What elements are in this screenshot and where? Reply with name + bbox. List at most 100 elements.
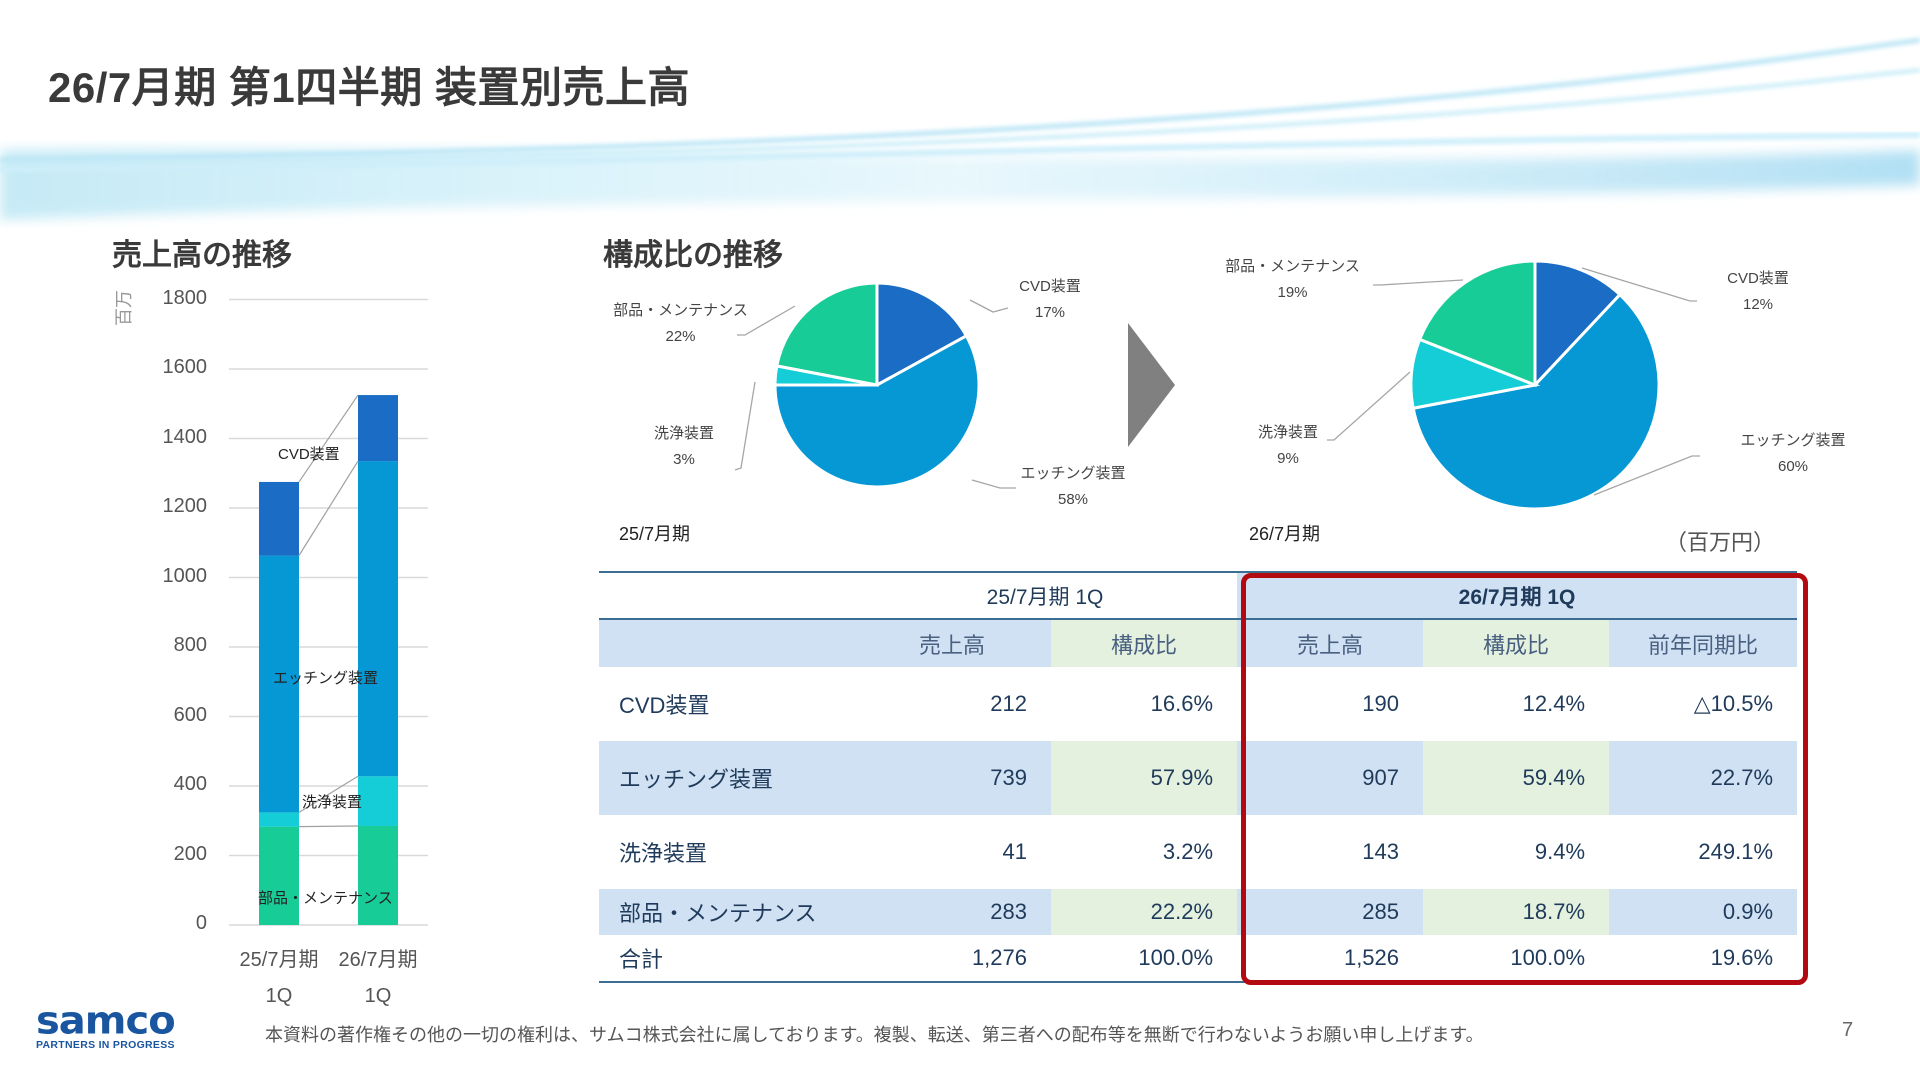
pie-slice — [1417, 259, 1537, 388]
y-axis-tick-label: 1600 — [162, 356, 208, 378]
cell-prev-ratio: 57.9% — [1051, 741, 1238, 815]
y-axis-tick-label: 1000 — [162, 564, 208, 587]
empty-header-cell — [599, 571, 853, 620]
y-axis-tick-label: 0 — [195, 912, 207, 934]
y-axis-tick-label: 200 — [173, 842, 207, 865]
copyright-notice: 本資料の著作権その他の一切の権利は、サムコ株式会社に属しております。複製、転送、… — [265, 1025, 1484, 1045]
samco-logo: samco PARTNERS IN PROGRESS — [36, 999, 206, 1051]
pie2-period-label: 26/7月期 — [1249, 524, 1321, 544]
background-wave-graphic — [0, 37, 1920, 220]
pie2-label-parts: 部品・メンテナンス 19% — [1225, 258, 1360, 301]
pie-slice — [1533, 259, 1623, 389]
cell-yoy: 0.9% — [1609, 889, 1798, 935]
cell-prev-sales: 739 — [853, 741, 1051, 815]
series-inline-label: CVD装置 — [278, 446, 340, 463]
pie1-period-label: 25/7月期 — [619, 524, 691, 544]
cell-curr-ratio: 12.4% — [1522, 691, 1586, 716]
row-label: エッチング装置 — [599, 741, 853, 815]
pie1-label-cleaning: 洗浄装置 3% — [653, 425, 714, 468]
row-label: 部品・メンテナンス — [599, 889, 853, 935]
empty-column-header — [599, 619, 853, 667]
bar-segment — [358, 825, 398, 925]
y-axis-tick-label: 600 — [173, 703, 207, 726]
row-label: CVD装置 — [619, 693, 710, 718]
table-row-cleaning: 洗浄装置 41 3.2% 143 9.4% 249.1% — [599, 815, 1797, 889]
pie-chart-section-title: 構成比の推移 — [603, 239, 783, 272]
bar-segment — [259, 555, 299, 813]
bar-segment — [259, 481, 299, 556]
col-header-yoy: 前年同期比 — [1609, 619, 1798, 667]
col-header-prev-sales: 売上高 — [853, 619, 1051, 667]
pie2-label-cleaning: 洗浄装置 9% — [1257, 424, 1318, 467]
pie-leader-line — [971, 479, 1016, 489]
pie-slice — [775, 281, 879, 387]
cell-curr-ratio: 18.7% — [1423, 889, 1610, 935]
cell-yoy: 19.6% — [1609, 935, 1798, 983]
cell-curr-sales: 285 — [1237, 889, 1424, 935]
pie-leader-line — [734, 381, 756, 471]
column-header-row: 売上高 構成比 売上高 構成比 前年同期比 — [599, 619, 1798, 667]
table-row-cvd: CVD装置 212 16.6% 190 12.4% △10.5% — [599, 667, 1797, 741]
pie-slice — [773, 333, 981, 489]
row-label: 洗浄装置 — [619, 841, 708, 866]
cell-curr-ratio: 100.0% — [1423, 935, 1610, 983]
pie-slice — [1411, 292, 1661, 511]
series-connector-line — [298, 825, 359, 828]
y-axis-tick-label: 800 — [173, 634, 207, 656]
pie-slice — [875, 281, 969, 388]
cell-curr-ratio: 9.4% — [1534, 839, 1586, 864]
period-header-current: 26/7月期 1Q — [1237, 571, 1798, 620]
series-inline-label: エッチング装置 — [273, 670, 379, 687]
series-inline-label: 洗浄装置 — [302, 794, 363, 811]
series-connector-line — [298, 460, 359, 556]
cell-prev-ratio: 16.6% — [1150, 691, 1214, 716]
cell-curr-sales: 190 — [1362, 691, 1400, 716]
page-number: 7 — [1842, 1019, 1854, 1041]
cell-curr-ratio: 59.4% — [1423, 741, 1610, 815]
cell-prev-sales: 41 — [1002, 839, 1027, 864]
bar-chart-title: 売上高の推移 — [112, 239, 292, 272]
pie2-label-cvd: CVD装置 12% — [1727, 270, 1789, 313]
bar-segment — [358, 395, 398, 462]
cell-prev-ratio: 3.2% — [1162, 839, 1214, 864]
y-axis-tick-label: 1200 — [162, 495, 208, 517]
logo-tagline: PARTNERS IN PROGRESS — [36, 1039, 175, 1051]
cell-yoy: 249.1% — [1698, 839, 1774, 864]
logo-wordmark: samco — [36, 999, 176, 1043]
col-header-prev-ratio: 構成比 — [1051, 619, 1238, 667]
bar-chart-plot — [229, 298, 428, 926]
cell-curr-sales: 1,526 — [1237, 935, 1424, 983]
col-header-curr-sales: 売上高 — [1237, 619, 1424, 667]
bar-segment — [358, 461, 398, 777]
table-unit-label: （百万円） — [1665, 530, 1776, 555]
pie-leader-line — [737, 305, 796, 336]
sales-by-equipment-table: 25/7月期 1Q 26/7月期 1Q 売上高 構成比 売上高 構成比 前年同期… — [599, 571, 1798, 983]
pie2-label-etching: エッチング装置 60% — [1740, 432, 1846, 475]
y-axis-tick-label: 1400 — [162, 425, 208, 448]
period-header-row: 25/7月期 1Q 26/7月期 1Q — [599, 571, 1798, 620]
cell-curr-sales: 143 — [1362, 839, 1400, 864]
table-row-parts: 部品・メンテナンス 283 22.2% 285 18.7% 0.9% — [599, 889, 1798, 935]
y-axis-tick-label: 1800 — [162, 286, 208, 309]
table-row-total: 合計 1,276 100.0% 1,526 100.0% 19.6% — [599, 935, 1798, 983]
period-header-prev: 25/7月期 1Q — [853, 571, 1238, 620]
pie1-label-parts: 部品・メンテナンス 22% — [613, 302, 748, 345]
stacked-bar-chart: 0 200 400 600 800 1000 1200 1400 1600 1800 25/7月期 1… — [0, 0, 460, 1007]
col-header-curr-ratio: 構成比 — [1423, 619, 1610, 667]
cell-yoy: △10.5% — [1693, 691, 1774, 716]
cell-prev-ratio: 22.2% — [1051, 889, 1238, 935]
cell-yoy: 22.7% — [1609, 741, 1798, 815]
y-axis-tick-label: 400 — [173, 773, 207, 795]
x-axis-category-label: 25/7月期 1Q — [239, 949, 319, 1007]
pie-leader-line — [1373, 279, 1464, 286]
page-title: 26/7月期 第1四半期 装置別売上高 — [48, 64, 690, 111]
pie1-label-etching: エッチング装置 58% — [1020, 465, 1126, 508]
pie1-label-cvd: CVD装置 17% — [1019, 278, 1081, 321]
cell-prev-sales: 1,276 — [853, 935, 1051, 983]
cell-prev-sales: 283 — [853, 889, 1051, 935]
table-row-etching: エッチング装置 739 57.9% 907 59.4% 22.7% — [599, 741, 1798, 815]
pie-leader-line — [969, 299, 1009, 313]
pie-charts — [734, 259, 1700, 511]
transition-arrow-icon — [1128, 323, 1175, 447]
pie-leader-line — [1581, 267, 1697, 302]
